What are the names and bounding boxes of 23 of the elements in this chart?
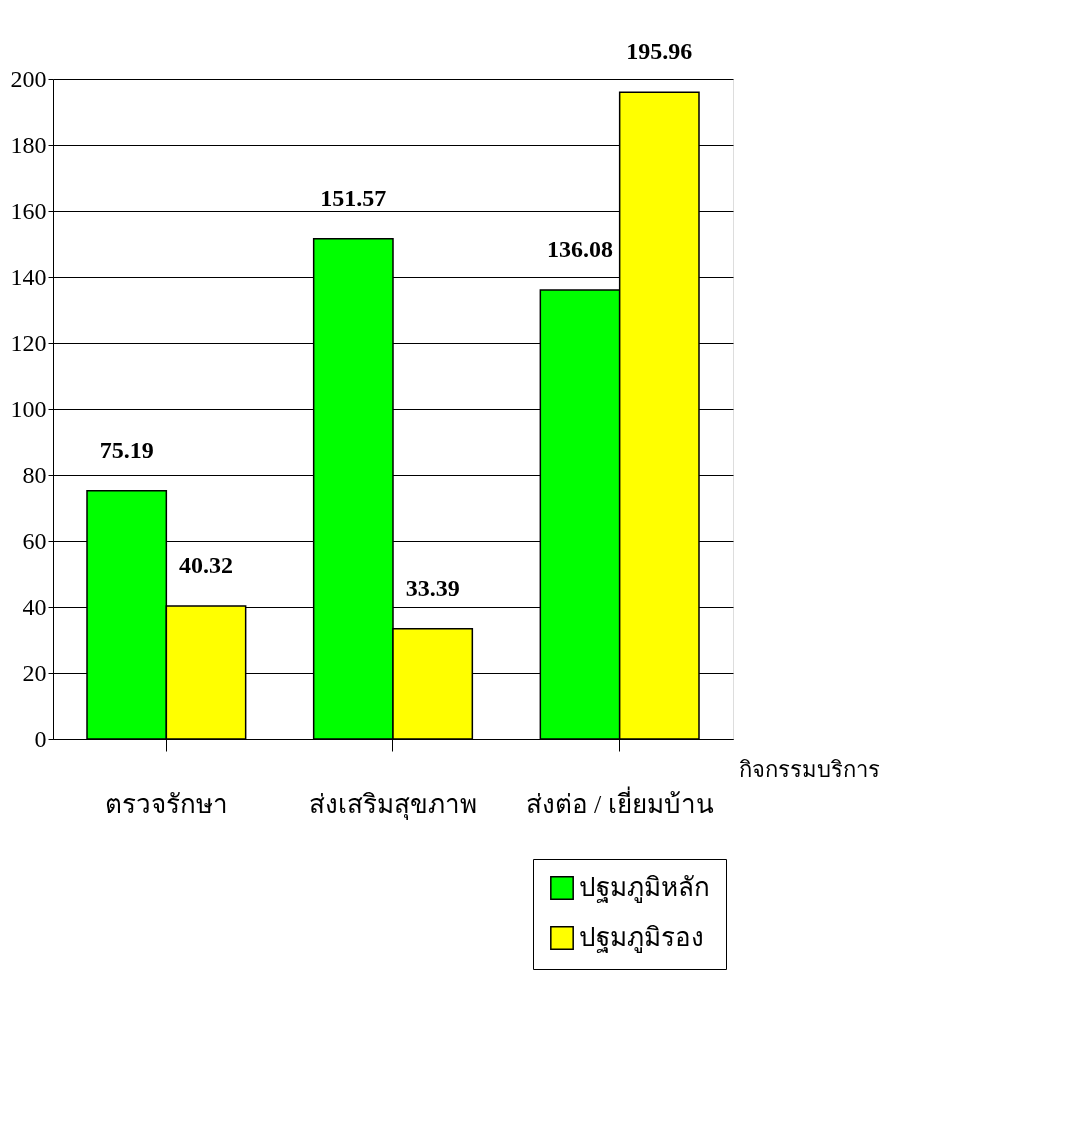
y-tick-label: 160 [10, 197, 47, 224]
data-label: 136.08 [547, 235, 613, 262]
y-tick-label: 180 [10, 131, 47, 158]
legend-label: ปฐมภูมิรอง [579, 923, 704, 953]
data-label: 75.19 [99, 436, 154, 463]
y-tick-label: 80 [22, 461, 47, 488]
y-tick-label: 200 [10, 65, 47, 92]
y-tick-label: 60 [22, 527, 47, 554]
y-tick-label: 40 [22, 593, 47, 620]
x-tick-label: ส่งเสริมสุขภาพ [309, 789, 477, 820]
y-tick-label: 140 [10, 263, 47, 290]
x-tick-label: ส่งต่อ / เยี่ยมบ้าน [525, 785, 714, 819]
y-tick-label: 100 [10, 395, 47, 422]
data-label: 33.39 [405, 574, 460, 601]
data-label: 195.96 [626, 38, 693, 65]
y-tick-label: 20 [22, 659, 47, 686]
y-tick-label: 0 [34, 725, 47, 752]
x-axis-title: กิจกรรมบริการ [738, 756, 880, 782]
legend-label: ปฐมภูมิหลัก [579, 873, 710, 903]
data-label: 151.57 [320, 184, 387, 211]
x-tick-label: ตรวจรักษา [104, 789, 228, 819]
y-tick-label: 120 [10, 329, 47, 356]
data-label: 40.32 [179, 551, 233, 578]
